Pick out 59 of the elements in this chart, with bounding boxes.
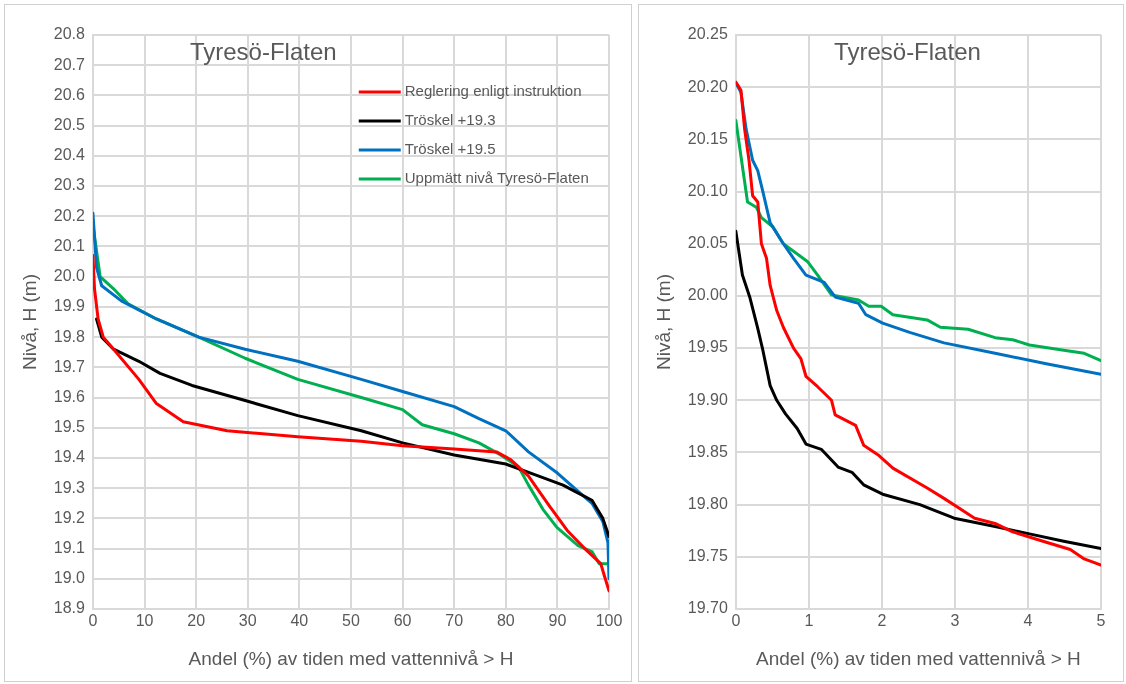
chart-title: Tyresö-Flaten (189, 37, 337, 65)
y-tick-label: 20.10 (687, 181, 728, 199)
y-tick-label: 20.2 (53, 206, 86, 224)
y-tick-label: 19.3 (53, 478, 86, 496)
x-tick-label: 3 (950, 612, 960, 630)
chart-title: Tyresö-Flaten (834, 37, 981, 65)
x-tick-label: 2 (877, 612, 887, 630)
legend-label: Uppmätt nivå Tyresö-Flaten (404, 169, 589, 187)
x-tick-label: 60 (393, 612, 412, 630)
y-tick-label: 20.6 (53, 85, 86, 103)
y-tick-label: 20.7 (53, 55, 86, 73)
y-tick-label: 19.90 (687, 390, 728, 408)
y-tick-label: 20.20 (687, 77, 728, 95)
x-tick-label: 100 (595, 612, 623, 630)
y-tick-label: 19.6 (53, 387, 86, 405)
y-tick-label: 20.0 (53, 267, 86, 285)
y-tick-label: 19.75 (687, 547, 728, 565)
x-tick-label: 5 (1096, 612, 1106, 630)
x-tick-label: 80 (496, 612, 515, 630)
x-tick-label: 0 (88, 612, 98, 630)
x-tick-label: 1 (804, 612, 814, 630)
y-tick-label: 19.8 (53, 327, 86, 345)
y-tick-label: 19.95 (687, 338, 728, 356)
y-tick-label: 19.7 (53, 357, 86, 375)
y-tick-label: 20.8 (53, 25, 86, 43)
x-tick-label: 20 (187, 612, 206, 630)
y-tick-label: 19.85 (687, 442, 728, 460)
y-axis-title: Nivå, H (m) (18, 273, 40, 371)
y-axis-title: Nivå, H (m) (652, 273, 674, 371)
x-tick-label: 10 (135, 612, 154, 630)
y-tick-label: 20.15 (687, 129, 728, 147)
y-tick-label: 19.5 (53, 418, 86, 436)
y-tick-label: 20.25 (687, 25, 728, 43)
x-axis-title: Andel (%) av tiden med vattennivå > H (188, 647, 514, 669)
y-tick-label: 20.00 (687, 286, 728, 304)
y-tick-label: 19.0 (53, 569, 86, 587)
y-tick-label: 19.70 (687, 599, 728, 617)
y-tick-label: 20.3 (53, 176, 86, 194)
x-tick-label: 0 (731, 612, 741, 630)
legend-label: Tröskel +19.3 (404, 111, 496, 129)
x-tick-label: 90 (548, 612, 567, 630)
y-tick-label: 18.9 (53, 599, 86, 617)
y-tick-label: 19.1 (53, 538, 86, 556)
x-tick-label: 50 (342, 612, 360, 630)
x-tick-label: 70 (445, 612, 464, 630)
y-tick-label: 20.1 (53, 236, 86, 254)
legend-label: Reglering enligt instruktion (404, 82, 582, 100)
x-axis-title: Andel (%) av tiden med vattennivå > H (756, 647, 1081, 669)
x-tick-label: 40 (290, 612, 309, 630)
y-tick-label: 20.5 (53, 116, 86, 134)
y-tick-label: 19.80 (687, 495, 728, 513)
y-tick-label: 19.9 (53, 297, 86, 315)
y-tick-label: 20.05 (687, 234, 728, 252)
legend-label: Tröskel +19.5 (404, 140, 496, 158)
y-tick-label: 20.4 (53, 146, 86, 164)
y-tick-label: 19.4 (53, 448, 86, 466)
x-tick-label: 30 (238, 612, 257, 630)
y-tick-label: 19.2 (53, 508, 86, 526)
x-tick-label: 4 (1023, 612, 1033, 630)
